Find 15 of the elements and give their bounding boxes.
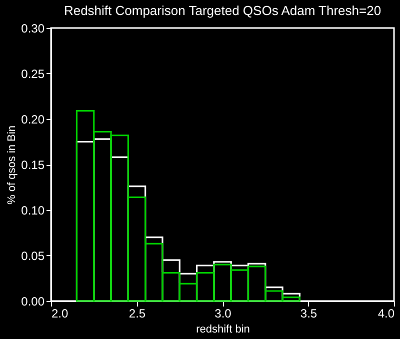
y-tick-label: 0.30 — [21, 22, 45, 36]
x-tick-label: 2.5 — [128, 306, 146, 320]
x-tick-label: 3.5 — [300, 306, 318, 320]
y-tick-label: 0.05 — [21, 249, 45, 263]
x-tick-label: 2.0 — [52, 306, 69, 320]
x-tick-label: 3.0 — [214, 306, 232, 320]
y-tick-label: 0.00 — [21, 294, 45, 308]
y-tick-label: 0.25 — [21, 67, 45, 81]
y-tick-label: 0.15 — [21, 158, 45, 172]
y-tick-label: 0.20 — [21, 112, 45, 126]
x-axis-title: redshift bin — [196, 324, 250, 336]
chart-title: Redshift Comparison Targeted QSOs Adam Thresh=20 — [64, 3, 382, 18]
y-tick-label: 0.10 — [21, 204, 45, 218]
x-tick-label: 4.0 — [378, 306, 395, 320]
y-axis-title: % of qsos in Bin — [6, 126, 18, 204]
